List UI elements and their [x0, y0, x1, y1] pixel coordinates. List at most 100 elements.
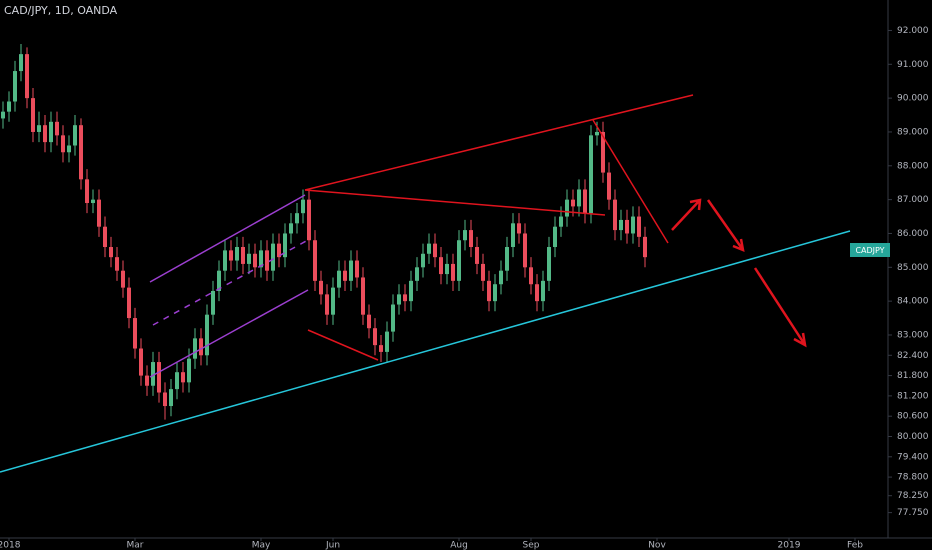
- x-tick-label: Feb: [847, 541, 863, 550]
- candle-body: [193, 338, 197, 359]
- candle-body: [235, 247, 239, 261]
- y-tick-label: 78.250: [897, 491, 929, 501]
- candle-body: [73, 125, 77, 146]
- candle-body: [403, 294, 407, 302]
- y-tick-label: 84.000: [897, 297, 929, 307]
- candle-body: [307, 199, 311, 241]
- candle-body: [523, 233, 527, 268]
- candle-body: [283, 233, 287, 258]
- support-trendline: [0, 230, 851, 473]
- candle-body: [547, 247, 551, 281]
- candle-body: [535, 284, 539, 302]
- y-tick-label: 85.000: [897, 263, 929, 273]
- candle-body: [415, 267, 419, 281]
- candle-body: [643, 236, 647, 258]
- candle-body: [379, 345, 383, 352]
- candle-body: [445, 263, 449, 275]
- candle-body: [49, 121, 53, 143]
- candle-body: [505, 247, 509, 271]
- candle-body: [103, 226, 107, 248]
- candle-body: [601, 131, 605, 173]
- candle-body: [253, 253, 257, 268]
- candle-body: [481, 263, 485, 281]
- candle-body: [553, 226, 557, 248]
- candle-body: [229, 250, 233, 261]
- candle-body: [421, 253, 425, 268]
- x-tick-label: Sep: [523, 541, 540, 550]
- candle-body: [409, 280, 413, 302]
- candle-body: [181, 372, 185, 383]
- x-tick-label: Jun: [325, 541, 340, 550]
- candle-body: [211, 290, 215, 315]
- candle-body: [355, 260, 359, 278]
- candle-body: [469, 230, 473, 248]
- x-tick-label: Aug: [450, 541, 468, 550]
- candle-body: [511, 223, 515, 248]
- candle-body: [19, 54, 23, 72]
- x-tick-label: Nov: [648, 541, 666, 550]
- arrow-down: [706, 199, 745, 252]
- neckline: [304, 189, 606, 216]
- y-tick-label: 90.000: [897, 94, 929, 104]
- candle-body: [1, 111, 5, 119]
- candle-body: [475, 247, 479, 264]
- candle-body: [289, 223, 293, 234]
- candle-body: [589, 135, 593, 214]
- arrow-down-target: [753, 267, 807, 348]
- resistance-trendline: [304, 94, 694, 191]
- candle-body: [79, 125, 83, 180]
- candle-body: [67, 145, 71, 153]
- candle-body: [97, 199, 101, 227]
- candle-body: [613, 199, 617, 231]
- candle-body: [31, 98, 35, 132]
- channel-bottom: [149, 289, 309, 378]
- symbol-label: CADJPY: [855, 246, 884, 255]
- candle-body: [85, 179, 89, 204]
- candle-body: [55, 121, 59, 136]
- candle-body: [241, 247, 245, 264]
- candle-body: [109, 247, 113, 258]
- candle-body: [499, 270, 503, 285]
- candle-body: [433, 243, 437, 258]
- candle-body: [265, 250, 269, 271]
- candle-body: [301, 199, 305, 214]
- candle-body: [205, 314, 209, 356]
- x-tick-label: May: [252, 541, 271, 550]
- candle-body: [619, 219, 623, 231]
- candle-body: [559, 216, 563, 227]
- y-tick-label: 79.400: [897, 452, 929, 462]
- candle-body: [133, 318, 137, 349]
- y-tick-label: 78.800: [897, 473, 929, 483]
- y-tick-label: 92.000: [897, 26, 929, 36]
- y-tick-label: 77.750: [897, 508, 929, 518]
- candle-body: [139, 348, 143, 376]
- candle-body: [541, 280, 545, 302]
- candle-body: [349, 260, 353, 281]
- candle-body: [631, 216, 635, 234]
- chart-title: CAD/JPY, 1D, OANDA: [4, 4, 118, 17]
- candle-body: [367, 314, 371, 329]
- candle-body: [325, 294, 329, 315]
- candle-body: [157, 362, 161, 393]
- candle-body: [595, 131, 599, 136]
- channel-mid: [152, 239, 309, 326]
- candle-body: [571, 199, 575, 207]
- candle-body: [7, 101, 11, 112]
- candle-body: [271, 243, 275, 271]
- candle-body: [373, 328, 377, 346]
- decline-line: [592, 119, 669, 244]
- candle-body: [583, 189, 587, 214]
- y-tick-label: 86.000: [897, 229, 929, 239]
- candle-body: [385, 331, 389, 352]
- candle-body: [361, 277, 365, 315]
- candle-body: [313, 240, 317, 281]
- candle-body: [217, 270, 221, 291]
- candle-body: [151, 362, 155, 386]
- y-tick-label: 80.600: [897, 412, 929, 422]
- candle-body: [331, 287, 335, 315]
- candle-body: [295, 213, 299, 224]
- candle-body: [343, 270, 347, 281]
- y-tick-label: 91.000: [897, 60, 929, 70]
- candle-body: [145, 375, 149, 386]
